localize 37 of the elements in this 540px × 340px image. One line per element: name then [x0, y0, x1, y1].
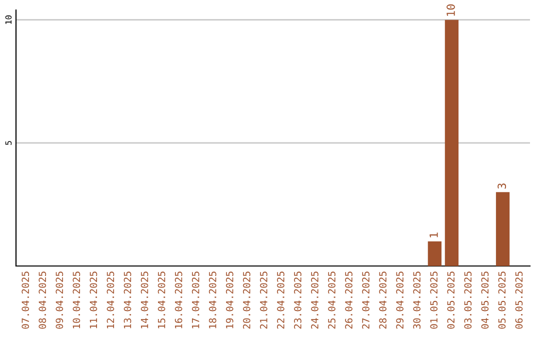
x-tick-label: 12.04.2025	[106, 272, 114, 328]
y-tick-label: 5	[5, 141, 12, 145]
data-label: 1	[430, 232, 438, 238]
bar	[496, 192, 510, 266]
x-tick-label: 17.04.2025	[192, 272, 200, 328]
x-tick-label: 19.04.2025	[226, 272, 234, 328]
x-tick-label: 09.04.2025	[56, 272, 64, 329]
x-tick-label: 29.04.2025	[396, 272, 404, 329]
x-tick-label: 20.04.2025	[242, 272, 250, 329]
x-tick-label: 15.04.2025	[158, 272, 166, 328]
x-tick-label: 01.05.2025	[430, 272, 438, 329]
x-tick-label: 07.04.2025	[22, 272, 30, 329]
bar	[444, 20, 459, 266]
x-tick-label: 26.04.2025	[345, 272, 352, 329]
bar	[428, 241, 442, 266]
x-tick-label: 08.04.2025	[38, 272, 46, 329]
x-tick-label: 25.04.2025	[328, 272, 336, 329]
x-tick-label: 22.04.2025	[277, 272, 284, 329]
x-tick-label: 23.04.2025	[294, 272, 302, 329]
x-tick-label: 13.04.2025	[124, 272, 132, 328]
x-tick-label: 02.05.2025	[447, 272, 455, 329]
x-tick-label: 28.04.2025	[379, 272, 386, 329]
x-tick-label: 30.04.2025	[413, 272, 421, 329]
x-tick-label: 24.04.2025	[311, 272, 318, 329]
x-tick-label: 05.05.2025	[498, 272, 506, 329]
data-label: 3	[498, 184, 506, 189]
x-tick-label: 18.04.2025	[208, 272, 216, 328]
data-label: 10	[446, 4, 455, 16]
x-tick-label: 03.05.2025	[464, 272, 472, 329]
x-tick-label: 14.04.2025	[140, 272, 148, 328]
x-tick-label: 27.04.2025	[362, 272, 370, 329]
x-tick-label: 10.04.2025	[72, 272, 80, 328]
x-tick-label: 06.05.2025	[515, 272, 523, 329]
x-tick-label: 11.04.2025	[90, 272, 98, 328]
x-tick-label: 04.05.2025	[481, 272, 489, 329]
x-tick-label: 21.04.2025	[260, 272, 268, 329]
x-tick-label: 16.04.2025	[174, 272, 182, 328]
